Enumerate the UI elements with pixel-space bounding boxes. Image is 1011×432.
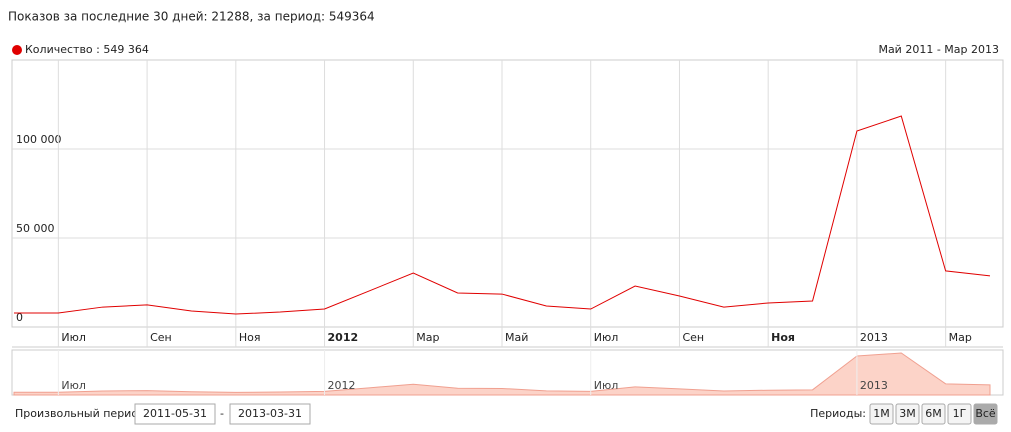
period-button[interactable]: [973, 403, 998, 425]
x-tick-label: Сен: [682, 331, 704, 344]
chart: 0 50 000 100 000 Июл Сен Ноя 2012 Мар Май Июл Сен Н…: [12, 60, 1003, 396]
navigator-label: Июл: [61, 379, 86, 392]
period-button[interactable]: [895, 403, 920, 425]
date-input[interactable]: [134, 403, 216, 425]
line: [14, 115, 991, 315]
period-button-label[interactable]: 6М: [925, 407, 942, 420]
y-tick-label: 100 000: [16, 133, 62, 146]
x-tick-label: 2013: [860, 331, 888, 344]
period-button[interactable]: [869, 403, 894, 425]
x-tick-label: Ноя: [771, 331, 795, 344]
period-buttons: 1М 3М 6М 1Г Всё: [869, 403, 998, 425]
period-button-label[interactable]: 1М: [873, 407, 890, 420]
period-button-label[interactable]: Всё: [975, 407, 996, 420]
x-tick-label: Май: [505, 331, 528, 344]
y-tick-label: 0: [16, 311, 23, 324]
period-button[interactable]: [921, 403, 946, 425]
x-tick-label: Мар: [949, 331, 972, 344]
period-button[interactable]: [947, 403, 972, 425]
x-tick-label: Сен: [150, 331, 172, 344]
period-button-label[interactable]: 1Г: [953, 407, 967, 420]
date-input[interactable]: [229, 403, 311, 425]
legend-entry: Количество : 549 364: [25, 43, 149, 56]
period-button-label[interactable]: 3М: [899, 407, 916, 420]
plot-frame: [11, 59, 1004, 328]
date-input-text[interactable]: 2013-03-31: [238, 407, 302, 420]
navigator-label: 2013: [860, 379, 888, 392]
navigator-label: 2012: [328, 379, 356, 392]
x-tick-label: Июл: [61, 331, 86, 344]
periods-label: Периоды:: [810, 407, 866, 420]
navigator-label: Июл: [594, 379, 619, 392]
x-tick-label: Ноя: [239, 331, 261, 344]
range-label: Май 2011 - Мар 2013: [878, 43, 999, 56]
header: Показов за последние 30 дней: 21288, за …: [8, 10, 375, 24]
y-tick-label: 50 000: [16, 222, 55, 235]
x-tick-label: Июл: [594, 331, 619, 344]
date-input-text[interactable]: 2011-05-31: [143, 407, 207, 420]
navigator-area: [13, 352, 991, 396]
date-separator: -: [220, 407, 224, 420]
legend-marker: [12, 45, 22, 55]
custom-period-label: Произвольный период:: [15, 407, 149, 420]
x-tick-label: 2012: [328, 331, 359, 344]
x-tick-label: Мар: [416, 331, 439, 344]
